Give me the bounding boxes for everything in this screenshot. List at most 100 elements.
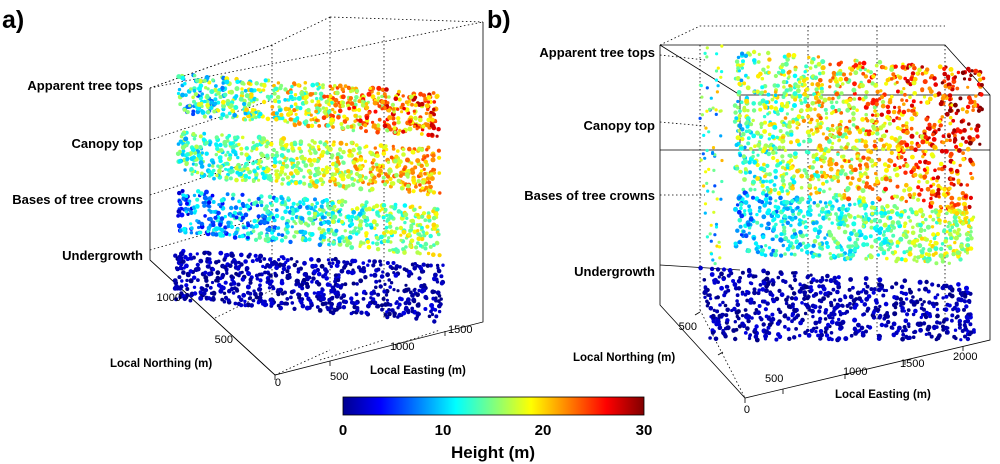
lidar-point: [870, 131, 874, 136]
lidar-point: [828, 252, 832, 256]
lidar-point: [202, 114, 207, 119]
lidar-point: [265, 153, 270, 158]
lidar-point: [344, 184, 349, 189]
lidar-point: [222, 291, 227, 295]
lidar-point: [771, 210, 776, 216]
lidar-point: [755, 212, 759, 217]
lidar-point: [400, 186, 404, 191]
lidar-point: [197, 231, 202, 235]
lidar-point: [837, 297, 843, 303]
lidar-point: [746, 76, 750, 80]
lidar-point: [195, 78, 200, 83]
lidar-point: [911, 80, 917, 86]
lidar-point: [948, 151, 954, 157]
lidar-point: [326, 211, 332, 217]
lidar-point: [341, 103, 345, 108]
lidar-point: [706, 293, 710, 297]
lidar-point: [408, 244, 413, 249]
lidar-point: [357, 150, 362, 155]
lidar-point: [418, 91, 423, 97]
lidar-point: [259, 203, 264, 208]
lidar-point: [889, 77, 894, 81]
lidar-point: [410, 293, 415, 298]
lidar-point: [925, 100, 930, 105]
lidar-point: [911, 99, 916, 104]
lidar-point: [951, 177, 956, 181]
lidar-point: [877, 277, 883, 283]
lidar-point: [965, 237, 971, 242]
lidar-point: [387, 124, 392, 130]
lidar-point: [969, 230, 973, 234]
lidar-point: [191, 162, 195, 166]
lidar-point: [860, 117, 865, 122]
lidar-point: [185, 156, 190, 161]
lidar-point: [769, 146, 773, 151]
lidar-point: [298, 106, 303, 111]
lidar-point: [741, 229, 746, 234]
lidar-point: [809, 273, 813, 277]
lidar-point: [312, 269, 318, 275]
lidar-point: [209, 115, 213, 119]
lidar-point: [404, 100, 409, 105]
lidar-point: [259, 140, 263, 144]
lidar-point: [284, 260, 288, 265]
lidar-point: [430, 123, 436, 129]
lidar-point: [373, 180, 378, 184]
lidar-point: [419, 163, 424, 168]
lidar-point: [895, 166, 900, 171]
lidar-point: [845, 309, 850, 314]
lidar-point: [785, 57, 790, 62]
lidar-point: [739, 100, 744, 104]
lidar-point: [887, 99, 893, 105]
lidar-point: [930, 209, 934, 214]
lidar-point: [864, 117, 868, 121]
lidar-point: [350, 176, 355, 181]
lidar-point: [200, 151, 204, 155]
lidar-point: [869, 158, 875, 164]
lidar-point: [383, 302, 388, 307]
lidar-point: [814, 87, 819, 92]
lidar-point: [232, 235, 238, 240]
lidar-point: [774, 234, 779, 239]
lidar-point: [364, 207, 369, 212]
lidar-point: [240, 192, 245, 197]
lidar-point: [863, 172, 868, 176]
lidar-point: [395, 226, 399, 231]
lidar-point: [757, 209, 762, 213]
lidar-point: [218, 142, 223, 148]
lidar-point: [303, 221, 308, 226]
lidar-point: [280, 270, 285, 275]
lidar-point: [833, 298, 837, 302]
lidar-point: [424, 231, 429, 236]
lidar-point: [874, 63, 879, 68]
lidar-point: [425, 122, 430, 128]
lidar-point: [923, 134, 929, 140]
lidar-point: [805, 233, 809, 237]
lidar-point: [883, 211, 888, 216]
lidar-point: [428, 114, 433, 119]
lidar-point: [398, 225, 404, 231]
lidar-point: [271, 216, 275, 220]
lidar-point: [434, 314, 439, 319]
lidar-point: [272, 91, 277, 96]
lidar-point: [843, 336, 849, 342]
lidar-point: [429, 132, 434, 137]
lidar-point: [336, 293, 341, 297]
lidar-point: [976, 72, 982, 77]
lidar-point: [426, 251, 431, 256]
lidar-point: [253, 253, 258, 258]
lidar-point: [820, 165, 824, 169]
lidar-point: [431, 190, 437, 195]
lidar-point: [292, 140, 297, 145]
lidar-point: [205, 94, 210, 100]
lidar-point: [857, 96, 862, 101]
lidar-point: [834, 91, 840, 97]
lidar-point: [973, 103, 978, 108]
lidar-point: [956, 70, 961, 75]
lidar-point: [373, 291, 377, 295]
lidar-point: [792, 73, 798, 79]
lidar-point: [189, 256, 194, 261]
lidar-point: [279, 255, 283, 259]
lidar-point: [179, 291, 184, 296]
lidar-point: [922, 174, 928, 180]
